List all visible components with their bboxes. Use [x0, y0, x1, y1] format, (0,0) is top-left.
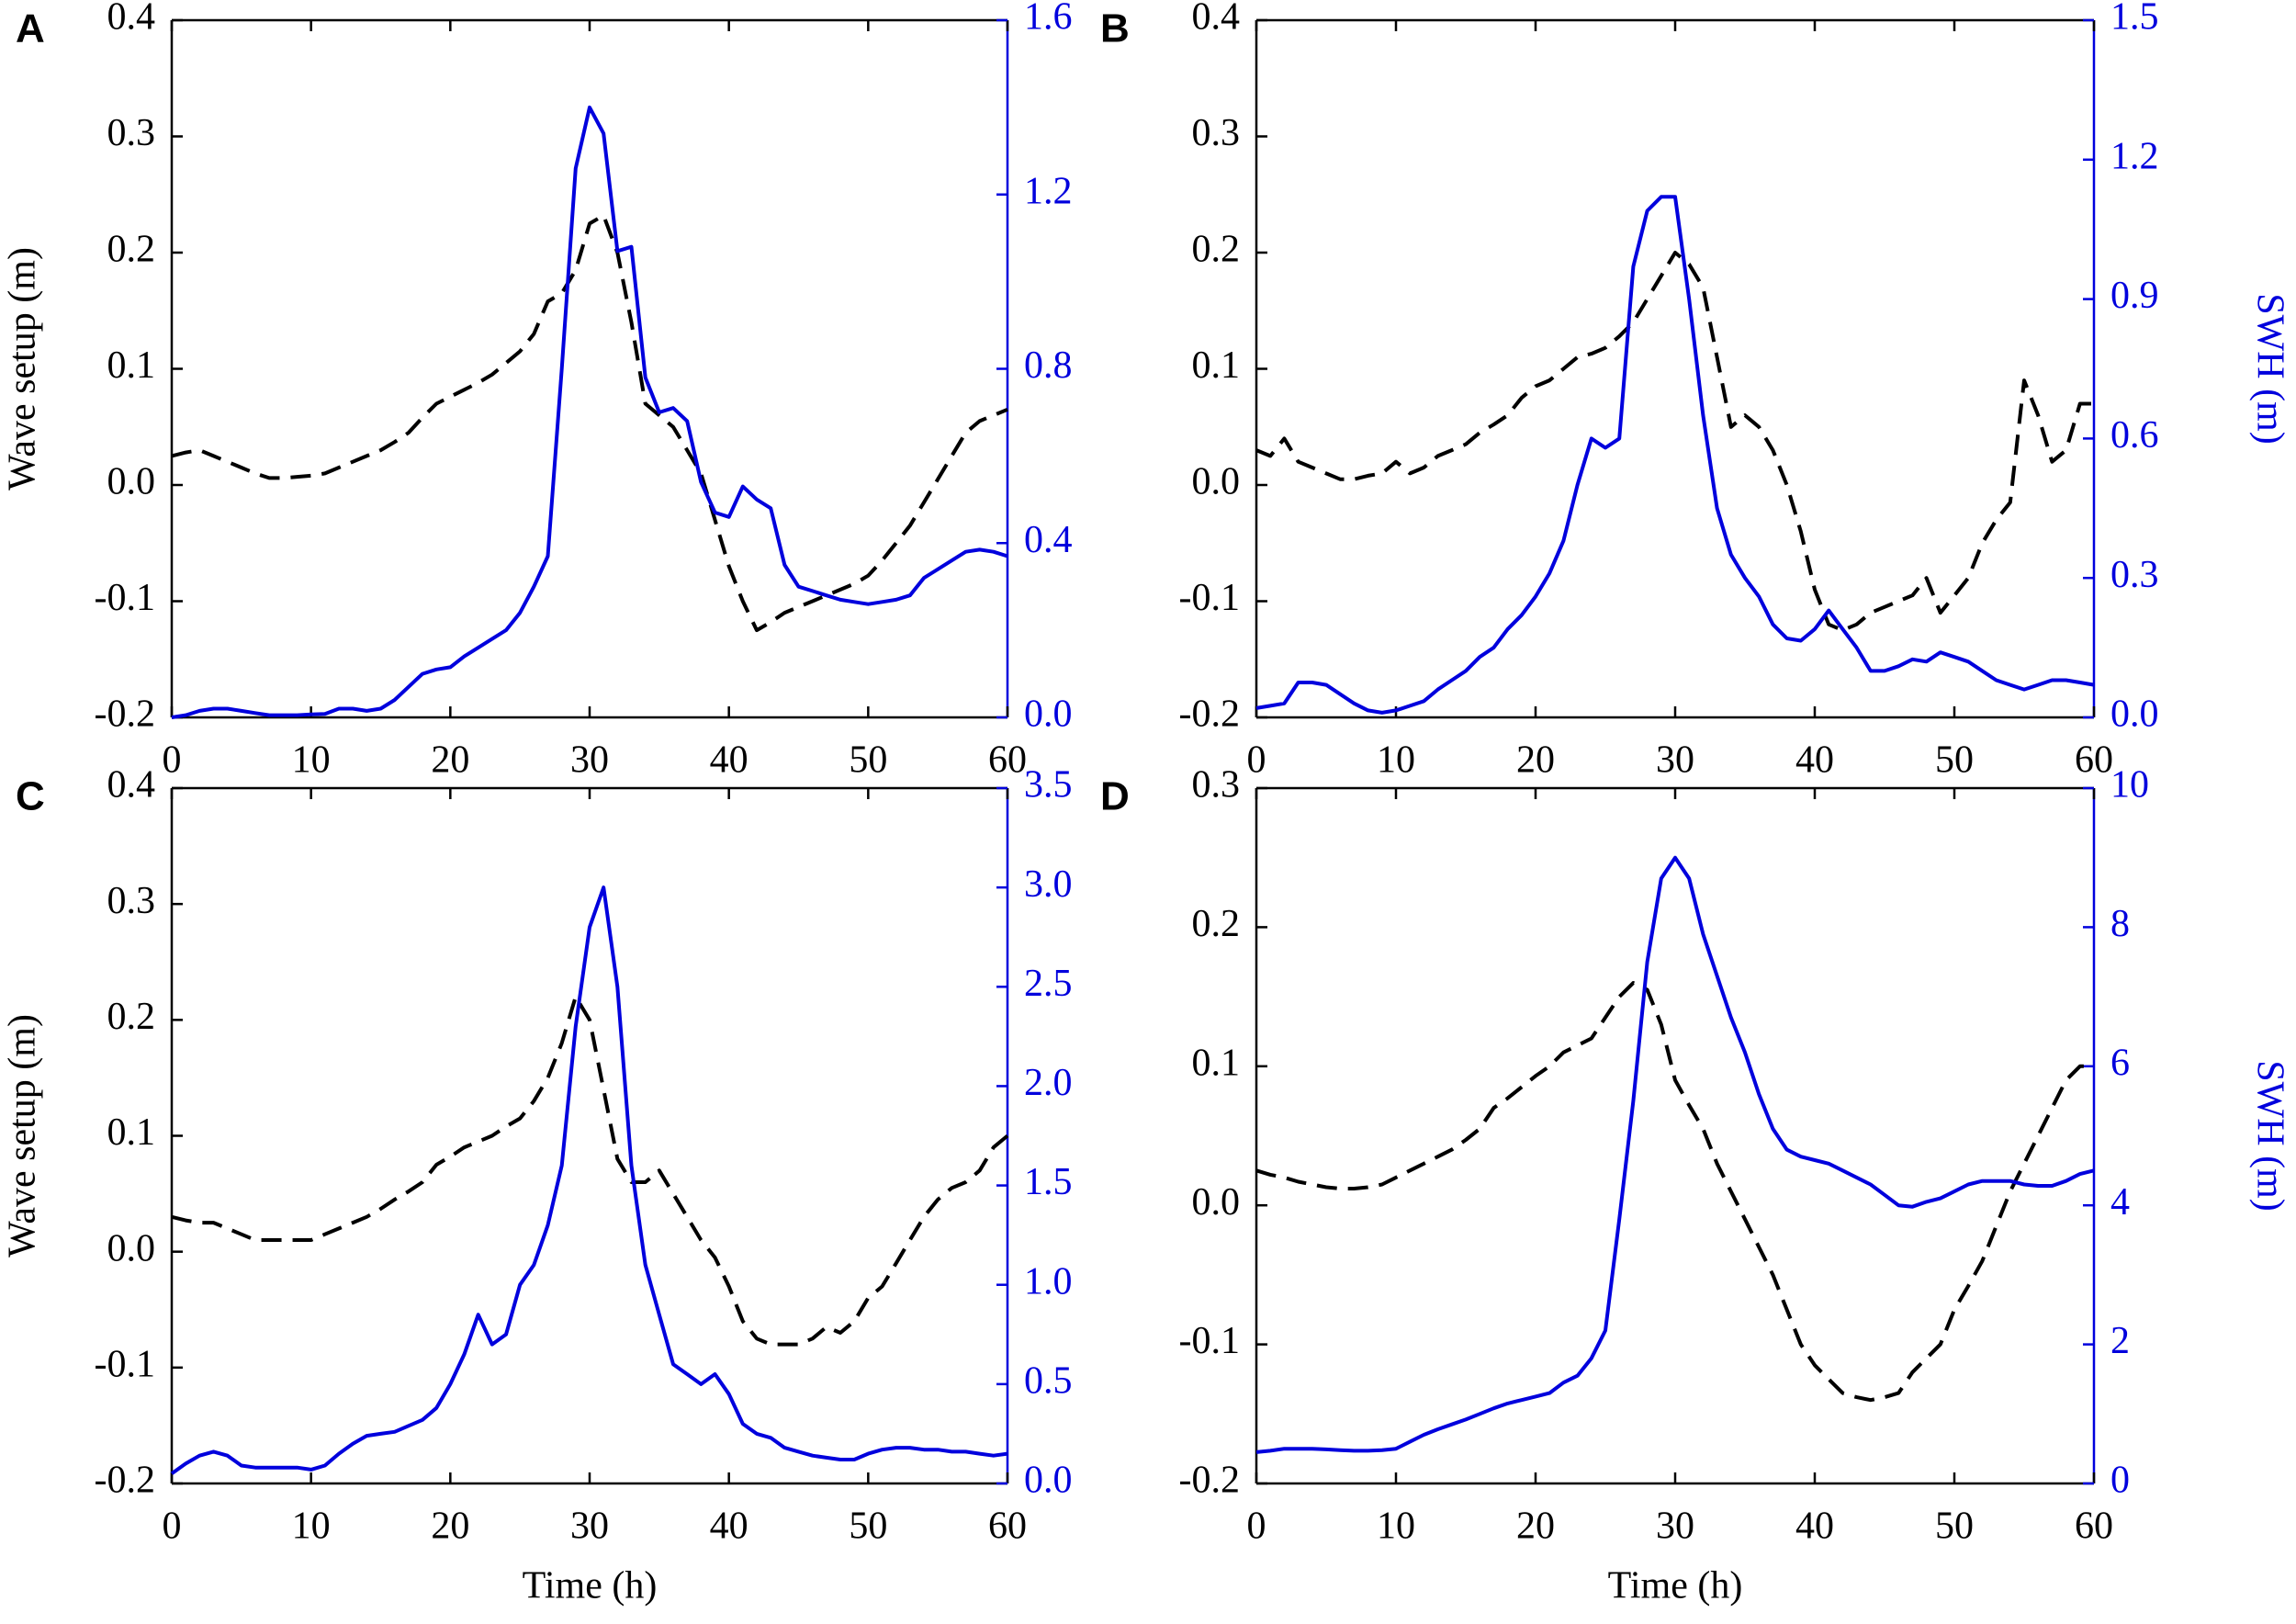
data-line — [1255, 195, 2095, 715]
y-tick-label: 0.0 — [1192, 461, 1241, 503]
y2-tick-label: 0.5 — [1024, 1359, 1073, 1402]
y2-tick-label: 0.3 — [2110, 554, 2159, 596]
y-tick-label: 0.3 — [1192, 112, 1241, 154]
y-tick-label: 0.2 — [1192, 903, 1241, 945]
y2-tick-label: 0.0 — [1024, 1460, 1073, 1502]
x-tick-label: 60 — [2075, 739, 2113, 782]
panel-letter: A — [16, 6, 45, 51]
x-tick-label: 50 — [849, 739, 887, 782]
x-tick-label: 50 — [1935, 739, 1974, 782]
x-tick-label: 40 — [710, 1506, 748, 1548]
y-tick-label: 0.1 — [107, 344, 156, 387]
y2-axis-label: SWH (m) — [2248, 1060, 2290, 1211]
x-axis-label: Time (h) — [523, 1565, 658, 1607]
y-tick-label: -0.2 — [1179, 694, 1241, 736]
y-tick-label: 0.4 — [107, 0, 156, 39]
y-tick-label: 0.2 — [1192, 229, 1241, 271]
y2-tick-label: 1.2 — [1024, 170, 1073, 212]
x-tick-label: 40 — [1795, 1506, 1834, 1548]
x-tick-label: 30 — [570, 1506, 609, 1548]
y2-tick-label: 0.0 — [1024, 694, 1073, 736]
y-tick-label: 0.2 — [107, 996, 156, 1038]
y2-tick-label: 4 — [2110, 1181, 2130, 1224]
x-tick-label: 40 — [1795, 739, 1834, 782]
x-tick-label: 50 — [849, 1506, 887, 1548]
x-tick-label: 0 — [1247, 739, 1266, 782]
y2-tick-label: 1.2 — [2110, 135, 2159, 177]
y2-tick-label: 3.0 — [1024, 863, 1073, 906]
y2-tick-label: 10 — [2110, 764, 2149, 806]
y-tick-label: 0.4 — [1192, 0, 1241, 39]
y2-tick-label: 0.4 — [1024, 519, 1073, 561]
panel-letter: C — [16, 774, 45, 819]
y-tick-label: 0.3 — [107, 880, 156, 922]
y2-axis-label: SWH (m) — [2248, 293, 2290, 444]
y-tick-label: -0.2 — [95, 1460, 156, 1502]
y-tick-label: -0.1 — [95, 577, 156, 619]
x-tick-label: 20 — [1516, 1506, 1555, 1548]
panel-letter: B — [1100, 6, 1130, 51]
x-tick-label: 10 — [292, 1506, 331, 1548]
x-tick-label: 60 — [988, 739, 1027, 782]
y2-tick-label: 6 — [2110, 1042, 2130, 1084]
x-tick-label: 0 — [1247, 1506, 1266, 1548]
x-tick-label: 40 — [710, 739, 748, 782]
x-tick-label: 10 — [1377, 1506, 1415, 1548]
y2-tick-label: 0 — [2110, 1460, 2130, 1502]
y2-tick-label: 0.0 — [2110, 694, 2159, 736]
data-line — [170, 885, 1008, 1475]
y-tick-label: 0.1 — [107, 1111, 156, 1154]
x-tick-label: 60 — [2075, 1506, 2113, 1548]
x-tick-label: 10 — [1377, 739, 1415, 782]
y2-tick-label: 0.6 — [2110, 414, 2159, 457]
y-tick-label: -0.1 — [1179, 1320, 1241, 1362]
x-tick-label: 20 — [431, 1506, 469, 1548]
y2-tick-label: 2.5 — [1024, 963, 1073, 1005]
y-tick-label: 0.0 — [107, 461, 156, 503]
y-tick-label: 0.4 — [107, 764, 156, 806]
data-line — [1255, 855, 2095, 1454]
data-line — [1255, 251, 2094, 633]
y-tick-label: 0.3 — [1192, 764, 1241, 806]
x-tick-label: 60 — [988, 1506, 1027, 1548]
data-line — [171, 105, 1008, 719]
x-tick-label: 50 — [1935, 1506, 1974, 1548]
y-tick-label: 0.2 — [107, 229, 156, 271]
x-tick-label: 20 — [1516, 739, 1555, 782]
data-line — [1255, 981, 2094, 1403]
x-tick-label: 10 — [292, 739, 331, 782]
y-tick-label: 0.1 — [1192, 1042, 1241, 1084]
y2-tick-label: 8 — [2110, 903, 2130, 945]
y2-tick-label: 2 — [2110, 1320, 2130, 1362]
x-tick-label: 0 — [163, 1506, 182, 1548]
panel-letter: D — [1100, 774, 1130, 819]
x-tick-label: 20 — [431, 739, 469, 782]
y2-tick-label: 1.0 — [1024, 1260, 1073, 1303]
x-tick-label: 30 — [570, 739, 609, 782]
data-line — [171, 213, 1008, 633]
y-tick-label: 0.3 — [107, 112, 156, 154]
x-tick-label: 30 — [1656, 739, 1694, 782]
y-axis-label: Wave setup (m) — [2, 247, 44, 491]
x-tick-label: 0 — [163, 739, 182, 782]
y2-tick-label: 1.6 — [1024, 0, 1073, 39]
y2-tick-label: 3.5 — [1024, 764, 1073, 806]
y2-tick-label: 1.5 — [1024, 1161, 1073, 1203]
y-tick-label: 0.0 — [1192, 1181, 1241, 1224]
y2-tick-label: 0.9 — [2110, 275, 2159, 317]
y-tick-label: -0.2 — [95, 694, 156, 736]
y-axis-label: Wave setup (m) — [2, 1014, 44, 1257]
data-line — [171, 995, 1009, 1347]
x-axis-label: Time (h) — [1608, 1565, 1743, 1607]
y2-tick-label: 2.0 — [1024, 1062, 1073, 1104]
y2-tick-label: 0.8 — [1024, 344, 1073, 387]
y-tick-label: -0.1 — [95, 1343, 156, 1385]
y-tick-label: 0.1 — [1192, 344, 1241, 387]
y-tick-label: -0.2 — [1179, 1460, 1241, 1502]
y-tick-label: 0.0 — [107, 1227, 156, 1269]
y-tick-label: -0.1 — [1179, 577, 1241, 619]
y2-tick-label: 1.5 — [2110, 0, 2159, 39]
x-tick-label: 30 — [1656, 1506, 1694, 1548]
